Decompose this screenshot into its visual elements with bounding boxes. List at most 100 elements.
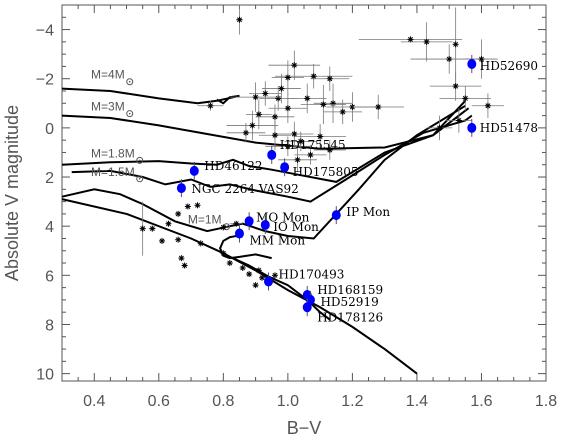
x-tick-label: 1.4 xyxy=(406,393,428,410)
named-star-label: NGC 2264 VAS92 xyxy=(191,182,298,196)
evolutionary-track xyxy=(232,257,331,321)
field-star-marker xyxy=(462,95,469,102)
named-star-point xyxy=(267,149,277,160)
field-star-marker xyxy=(271,113,278,120)
track-label: M=1.5M xyxy=(91,165,135,179)
field-star-marker xyxy=(484,102,491,109)
field-star-marker xyxy=(446,56,453,63)
named-star-point xyxy=(331,210,341,221)
track-label: M=1M xyxy=(188,213,222,227)
x-tick-label: 1.8 xyxy=(535,393,557,410)
field-star-marker xyxy=(326,75,333,82)
named-star-label: HD178126 xyxy=(317,310,383,324)
field-star-marker xyxy=(284,74,291,81)
field-star-marker xyxy=(246,271,253,278)
named-star-label: HD51478 xyxy=(480,121,538,135)
axis-ticks: 0.4 0.6 0.8 1.0 1.2 1.4 1.6 1.8 −4 −2 0 2 4 6 8 10 xyxy=(36,4,557,410)
named-star-label: IP Mon xyxy=(346,205,390,219)
field-star-marker xyxy=(255,267,262,274)
y-tick-label: 6 xyxy=(45,268,54,285)
field-star-marker xyxy=(271,272,278,279)
named-star-label: MM Mon xyxy=(249,234,305,248)
track-label: M=4M xyxy=(91,68,125,82)
x-tick-label: 0.6 xyxy=(148,393,170,410)
field-star-marker xyxy=(181,262,188,269)
sun-symbol-dot xyxy=(138,159,141,162)
field-star-marker xyxy=(291,62,298,69)
sun-symbol xyxy=(126,78,134,86)
sun-symbol xyxy=(136,175,144,183)
sun-symbol-dot xyxy=(128,80,131,83)
field-star-marker xyxy=(233,220,240,227)
field-star-marker xyxy=(259,274,266,281)
field-star-marker xyxy=(149,225,156,232)
named-star-point xyxy=(264,276,274,287)
y-tick-label: 0 xyxy=(45,121,54,138)
named-star-label: HD175545 xyxy=(280,138,346,152)
field-star-marker xyxy=(326,146,333,153)
field-star-marker xyxy=(178,255,185,262)
named-star-label: MO Mon xyxy=(256,210,309,224)
field-star-marker xyxy=(252,94,259,101)
named-star-point xyxy=(234,228,244,239)
field-star-marker xyxy=(159,237,166,244)
named-star-point xyxy=(260,219,270,230)
named-star-label: HD52690 xyxy=(480,59,538,73)
field-star-marker xyxy=(307,151,314,158)
named-star-point xyxy=(302,302,312,313)
field-star-marker xyxy=(220,250,227,257)
field-star-marker xyxy=(175,236,182,243)
x-tick-label: 0.8 xyxy=(212,393,234,410)
field-star-marker xyxy=(478,56,485,63)
field-star-marker xyxy=(194,202,201,209)
field-star-marker xyxy=(330,100,337,107)
field-star-marker xyxy=(317,133,324,140)
y-tick-label: 2 xyxy=(45,170,54,187)
field-star-marker xyxy=(139,225,146,232)
field-star-marker xyxy=(294,156,301,163)
evolutionary-track xyxy=(61,100,467,150)
y-tick-label: 4 xyxy=(45,219,54,236)
field-star-marker xyxy=(375,103,382,110)
field-star-marker xyxy=(226,260,233,267)
named-star-label: HD46122 xyxy=(204,159,262,173)
y-tick-label: −4 xyxy=(36,23,54,40)
named-star-point xyxy=(280,162,290,173)
named-star-label: IO Mon xyxy=(273,220,319,234)
field-star-marker xyxy=(452,41,459,48)
field-star-marker xyxy=(304,95,311,102)
named-star-point xyxy=(189,165,199,176)
field-star-marker xyxy=(255,111,262,118)
evolutionary-track xyxy=(61,107,470,183)
field-star-marker xyxy=(175,210,182,217)
field-star-marker xyxy=(197,240,204,247)
sun-symbol xyxy=(126,110,134,118)
named-star-label: HD168159 xyxy=(317,283,383,297)
field-star-marker xyxy=(297,138,304,145)
y-tick-label: 10 xyxy=(36,367,54,384)
track-label: M=1.8M xyxy=(91,146,135,160)
field-star-marker xyxy=(407,36,414,43)
field-star-marker xyxy=(236,16,243,23)
field-star-marker xyxy=(165,220,172,227)
field-star-marker xyxy=(278,85,285,92)
x-tick-label: 1.2 xyxy=(341,393,363,410)
field-star-marker xyxy=(284,143,291,150)
named-star-label: HD175805 xyxy=(293,165,359,179)
named-star-point xyxy=(467,58,477,69)
field-star-marker xyxy=(275,95,282,102)
field-star-marker xyxy=(262,90,269,97)
field-star-marker xyxy=(252,282,259,289)
x-tick-label: 0.4 xyxy=(83,393,105,410)
field-star-marker xyxy=(284,105,291,112)
x-tick-label: 1.0 xyxy=(277,393,299,410)
field-star-marker xyxy=(452,83,459,90)
named-star-label: HD52919 xyxy=(320,295,378,309)
field-star-marker xyxy=(339,108,346,115)
named-star-point xyxy=(467,122,477,133)
field-star-marker xyxy=(249,122,256,129)
field-star-marker xyxy=(220,224,227,231)
field-star-marker xyxy=(423,38,430,45)
field-star-marker xyxy=(207,102,214,109)
